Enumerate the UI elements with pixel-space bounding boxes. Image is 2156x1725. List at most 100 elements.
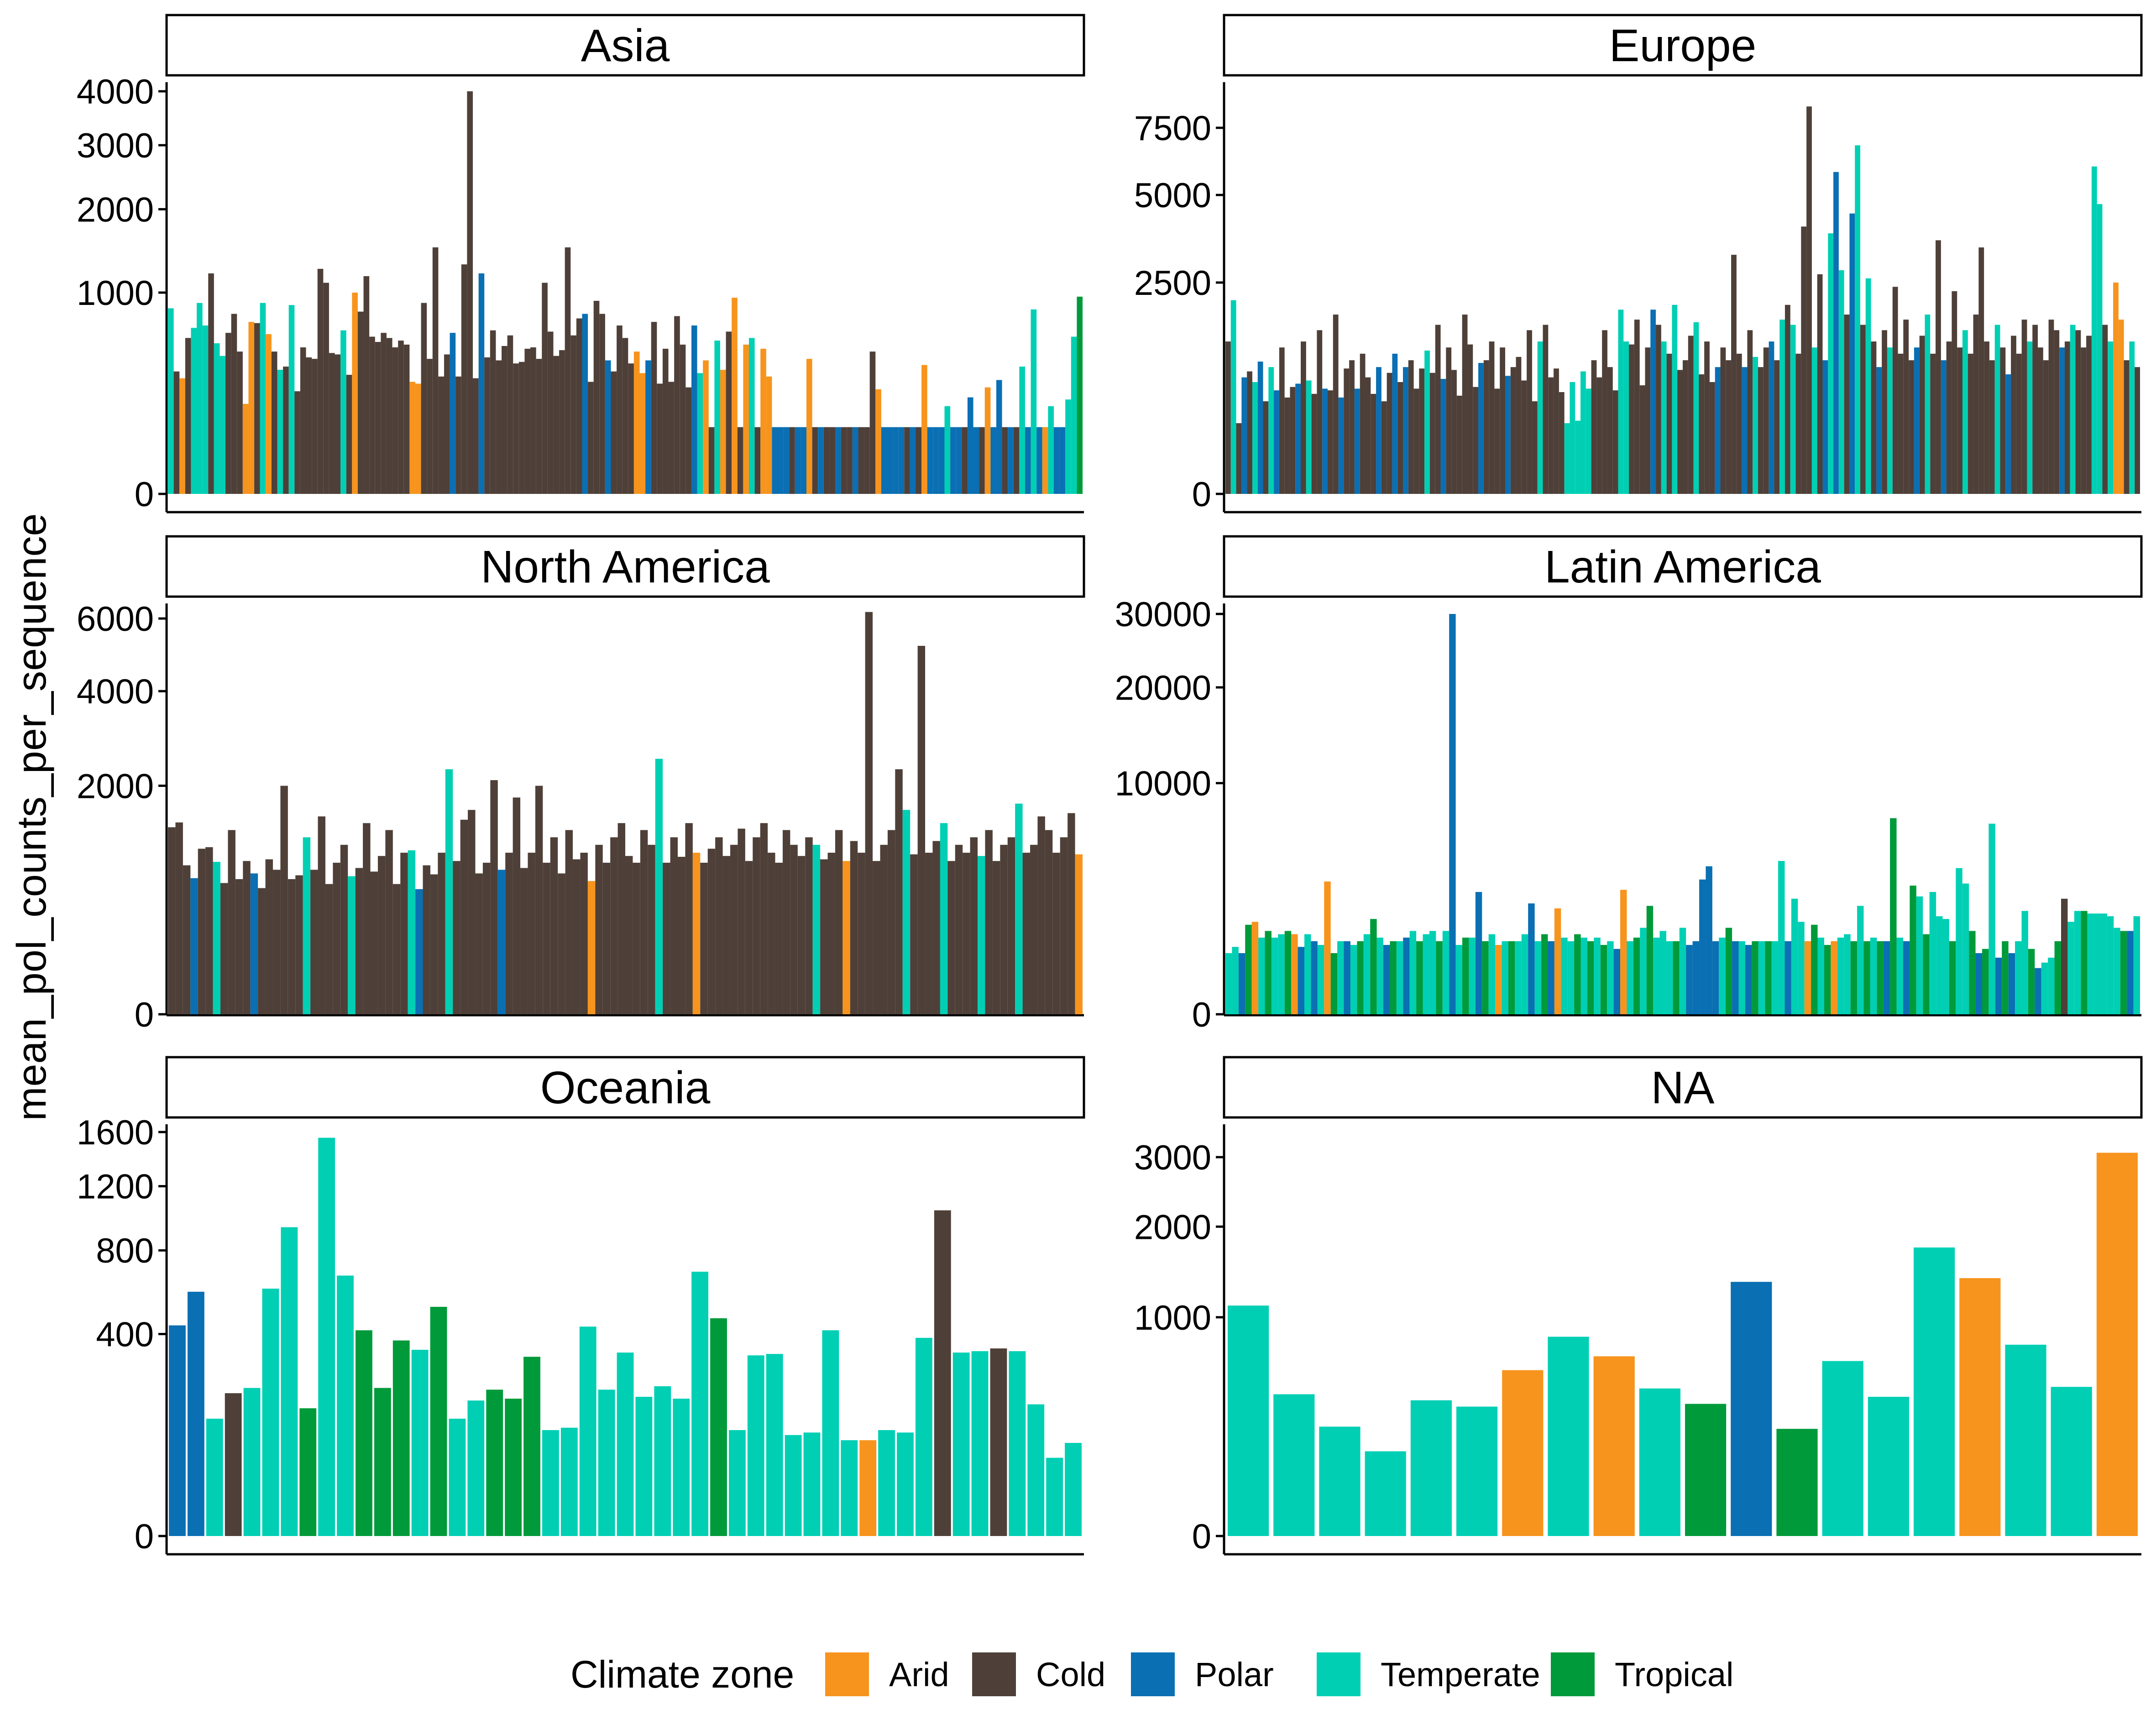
bar-cold — [1247, 371, 1252, 494]
bar-polar — [818, 427, 824, 494]
bar-polar — [1440, 379, 1446, 494]
bar-temperate — [1962, 883, 1969, 1014]
bar-cold — [648, 844, 655, 1014]
bar-temperate — [1989, 823, 1995, 1014]
bar-polar — [1257, 362, 1263, 494]
bar-cold — [1068, 813, 1075, 1014]
bar-cold — [438, 853, 445, 1014]
bar-temperate — [1230, 300, 1236, 494]
bar-cold — [610, 837, 618, 1014]
bar-cold — [1263, 401, 1269, 494]
y-tick-label: 1200 — [77, 1168, 154, 1206]
bar-temperate — [1564, 423, 1570, 494]
bar-cold — [1683, 360, 1688, 494]
y-tick-label: 400 — [96, 1316, 154, 1354]
bar-cold — [1774, 360, 1780, 494]
bar-temperate — [747, 1355, 764, 1536]
bar-temperate — [168, 308, 174, 494]
bar-cold — [427, 359, 433, 494]
bar-polar — [415, 889, 423, 1014]
bar-temperate — [1607, 941, 1614, 1014]
bar-cold — [1349, 360, 1355, 494]
bar-temperate — [2051, 1387, 2092, 1536]
bar-tropical — [1673, 941, 1680, 1014]
bar-cold — [1279, 347, 1285, 494]
bar-tropical — [1284, 931, 1292, 1014]
bar-cold — [797, 856, 806, 1014]
bar-tropical — [1982, 949, 1989, 1014]
bar-cold — [657, 383, 663, 494]
bar-temperate — [2133, 916, 2140, 1014]
bar-cold — [917, 645, 926, 1014]
bar-polar — [1715, 367, 1721, 494]
bar-temperate — [944, 406, 951, 494]
bar-polar — [1995, 957, 2002, 1014]
bar-cold — [1844, 315, 1850, 494]
bar-temperate — [1409, 931, 1417, 1014]
bar-polar — [783, 427, 790, 494]
bar-polar — [1322, 388, 1328, 494]
y-tick-label: 1000 — [77, 274, 154, 313]
bar-temperate — [2100, 913, 2107, 1014]
bar-arid — [1075, 854, 1083, 1014]
bar-cold — [1333, 315, 1339, 494]
bar-cold — [790, 844, 798, 1014]
bar-cold — [990, 1348, 1007, 1536]
bar-polar — [1338, 397, 1344, 494]
bar-temperate — [1365, 1451, 1406, 1536]
bar-temperate — [303, 837, 311, 1014]
bar-arid — [2118, 320, 2124, 494]
bar-cold — [1543, 325, 1549, 494]
bar-temperate — [940, 823, 948, 1014]
bar-polar — [1274, 390, 1279, 494]
facet-north-america: North America 0 2000 4000 6000 — [77, 535, 1085, 1034]
bar-cold — [1973, 315, 1979, 494]
bar-arid — [1959, 1278, 2001, 1536]
bar-temperate — [915, 1337, 932, 1536]
bar-cold — [1898, 353, 1904, 494]
bar-temperate — [673, 1399, 690, 1536]
bar-cold — [1806, 106, 1812, 494]
bar-tropical — [1776, 1429, 1818, 1536]
bar-cold — [231, 314, 237, 494]
bar-cold — [847, 427, 853, 494]
bar-cold — [599, 314, 605, 494]
bar-cold — [565, 247, 571, 494]
bar-arid — [1620, 890, 1627, 1014]
bar-polar — [1731, 1282, 1772, 1536]
bar-polar — [1295, 383, 1301, 494]
bar-polar — [835, 427, 841, 494]
bar-arid — [703, 360, 709, 494]
bar-tropical — [1850, 941, 1858, 1014]
bar-polar — [1053, 427, 1060, 494]
bar-cold — [686, 387, 691, 494]
bar-cold — [507, 335, 513, 494]
bar-temperate — [1640, 928, 1647, 1014]
bar-cold — [700, 862, 708, 1014]
y-axis-label: mean_pol_counts_per_sequence — [9, 513, 55, 1121]
bar-cold — [573, 859, 581, 1014]
bar-cold — [565, 830, 573, 1014]
bar-cold — [1446, 347, 1452, 494]
bar-temperate — [2129, 341, 2135, 494]
bar-cold — [2000, 347, 2006, 494]
bar-cold — [550, 837, 558, 1014]
bar-cold — [1360, 353, 1366, 494]
y-tick-label: 0 — [1192, 1517, 1211, 1556]
bar-tropical — [1752, 941, 1758, 1014]
bar-cold — [2061, 898, 2068, 1014]
bar-temperate — [288, 305, 295, 494]
bar-tropical — [374, 1388, 391, 1536]
bar-tropical — [1910, 886, 1916, 1014]
bar-polar — [996, 380, 1002, 494]
bar-temperate — [812, 844, 821, 1014]
bar-polar — [1241, 377, 1247, 494]
bar-temperate — [2021, 911, 2028, 1014]
bar-polar — [1975, 953, 1982, 1014]
bar-polar — [1833, 172, 1839, 494]
bar-cold — [947, 861, 955, 1014]
bar-cold — [294, 391, 300, 494]
y-tick-label: 7500 — [1134, 109, 1211, 148]
facet-strip — [1223, 14, 2143, 77]
bar-temperate — [411, 1350, 429, 1536]
